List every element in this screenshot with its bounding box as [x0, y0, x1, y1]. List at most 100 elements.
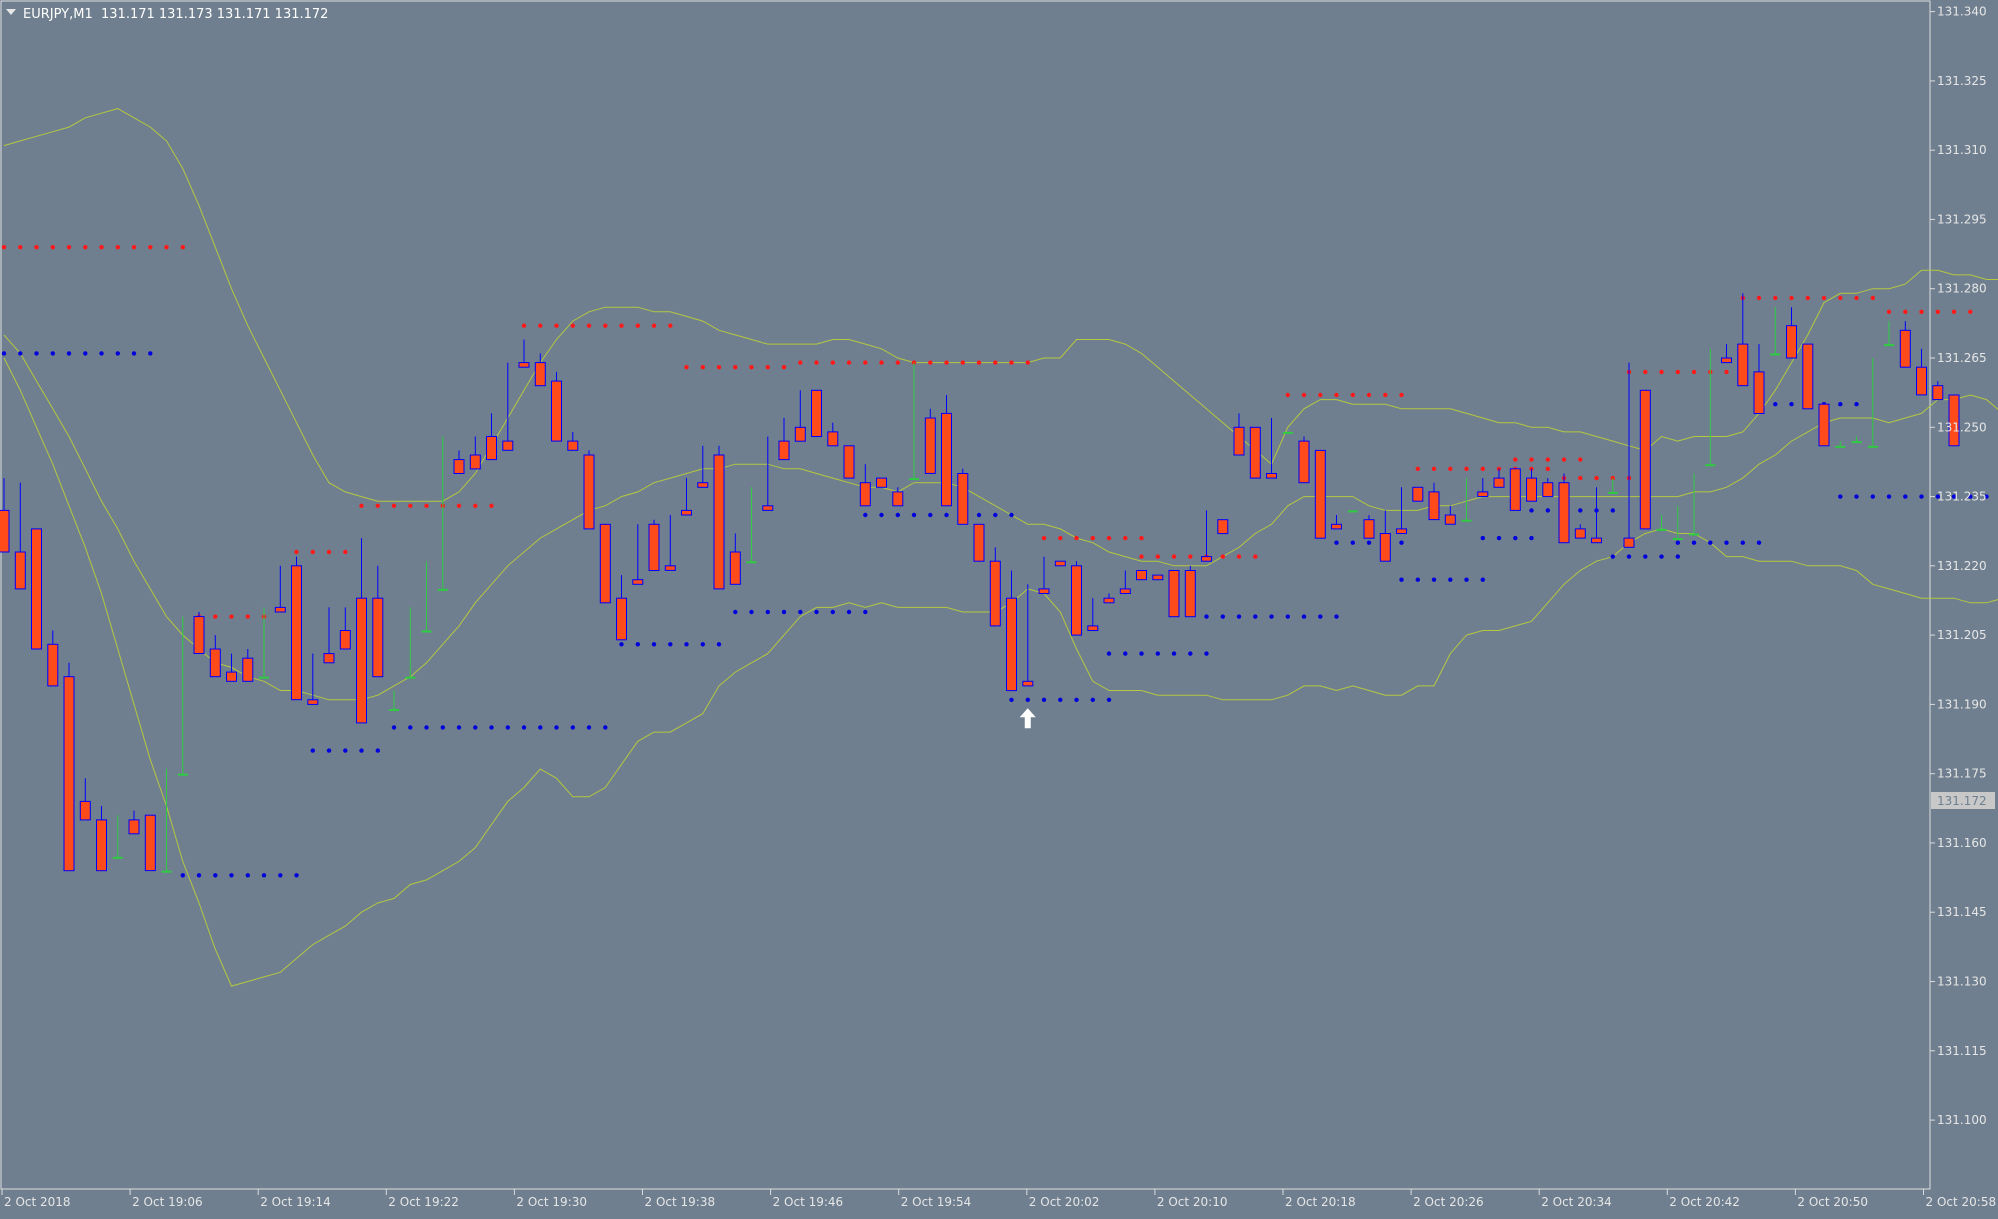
resistance-dot: [1366, 392, 1372, 398]
resistance-dot: [700, 365, 705, 370]
candle-body: [713, 454, 725, 590]
candle: [372, 565, 384, 678]
resistance-dot: [359, 503, 364, 508]
resistance-dot: [651, 323, 657, 328]
resistance-dot: [1448, 466, 1453, 471]
candle: [827, 422, 839, 447]
candle-body: [1347, 510, 1358, 513]
resistance-dot: [1155, 554, 1161, 559]
resistance-dot: [521, 323, 527, 328]
candle: [1054, 560, 1066, 567]
support-dot: [1838, 494, 1843, 499]
support-dot: [1464, 577, 1469, 582]
x-tick-label: 2 Oct 20:26: [1413, 1195, 1484, 1209]
support-dot: [879, 512, 884, 518]
support-dot: [928, 512, 933, 518]
y-tick-label: 131.295: [1937, 212, 1987, 226]
candle-body: [259, 676, 269, 679]
candle: [1038, 556, 1050, 595]
support-dot: [749, 609, 754, 615]
resistance-dot: [1578, 475, 1583, 481]
candle-body: [63, 676, 75, 872]
candle: [778, 418, 790, 461]
candle: [909, 362, 919, 481]
candle-body: [924, 417, 936, 474]
candle: [1396, 487, 1407, 535]
candle: [1379, 510, 1391, 562]
resistance-dot: [18, 245, 23, 250]
candle: [794, 390, 806, 442]
price-tag-text: 131.172: [1937, 794, 1987, 808]
candle-body: [1168, 570, 1180, 618]
candle: [1266, 418, 1277, 479]
candle-body: [1786, 325, 1797, 359]
resistance-dot: [1350, 392, 1356, 398]
support-dot: [1578, 508, 1583, 513]
resistance-dot: [1545, 466, 1551, 471]
candle-body: [1152, 574, 1164, 581]
candle: [1071, 561, 1082, 636]
candle-body: [128, 819, 140, 835]
support-dot: [148, 351, 153, 356]
candle-body: [1119, 588, 1131, 595]
support-dot: [456, 725, 462, 730]
candle: [957, 468, 969, 525]
support-dot: [846, 609, 852, 615]
candle: [892, 487, 904, 507]
candle-body: [827, 431, 839, 447]
candle: [1689, 473, 1699, 536]
support-dot: [1123, 651, 1128, 656]
x-tick-label: 2 Oct 20:18: [1285, 1195, 1356, 1209]
candle: [486, 413, 497, 461]
resistance-dot: [1074, 535, 1079, 541]
y-tick-label: 131.100: [1937, 1113, 1987, 1127]
resistance-dot: [1821, 295, 1827, 301]
x-tick-label: 2 Oct 2018: [4, 1195, 71, 1209]
candle: [193, 612, 205, 654]
resistance-dot: [343, 549, 348, 555]
candle-body: [1948, 394, 1960, 447]
candle: [389, 690, 399, 711]
support-dot: [261, 873, 267, 878]
resistance-dot: [1025, 360, 1031, 365]
candle-body: [453, 459, 465, 475]
resistance-dot: [911, 360, 917, 365]
support-dot: [99, 351, 104, 356]
resistance-dot: [586, 323, 592, 328]
support-dot: [1204, 651, 1209, 656]
resistance-dot: [1415, 466, 1421, 471]
y-tick-label: 131.250: [1937, 420, 1987, 434]
candle-body: [1916, 366, 1927, 396]
support-dot: [1334, 540, 1339, 545]
support-dot: [1058, 697, 1063, 702]
candle-body: [518, 362, 530, 368]
support-dot: [1448, 577, 1453, 582]
candle-body: [226, 671, 237, 682]
candle: [47, 630, 59, 687]
support-dot: [521, 725, 527, 730]
collapse-triangle-icon[interactable]: [6, 9, 16, 15]
resistance-dot: [765, 365, 770, 370]
candle: [551, 371, 562, 442]
resistance-dot: [733, 365, 738, 370]
candle-body: [193, 616, 205, 654]
candle-body: [1282, 431, 1293, 434]
resistance-dot: [993, 360, 998, 365]
support-dot: [1610, 508, 1616, 513]
support-dot: [895, 512, 900, 518]
candle-body: [242, 657, 254, 682]
support-dot: [180, 873, 185, 878]
resistance-dot: [1, 245, 7, 250]
resistance-dot: [830, 360, 835, 365]
candle: [469, 436, 481, 470]
resistance-dot: [1171, 554, 1177, 559]
support-dot: [1968, 494, 1973, 499]
candle: [1607, 478, 1618, 494]
candle: [1347, 510, 1358, 513]
candle-body: [1412, 486, 1424, 502]
resistance-dot: [1399, 392, 1404, 398]
candle-body: [356, 597, 367, 724]
support-dot: [1220, 614, 1226, 619]
resistance-dot: [635, 323, 640, 328]
